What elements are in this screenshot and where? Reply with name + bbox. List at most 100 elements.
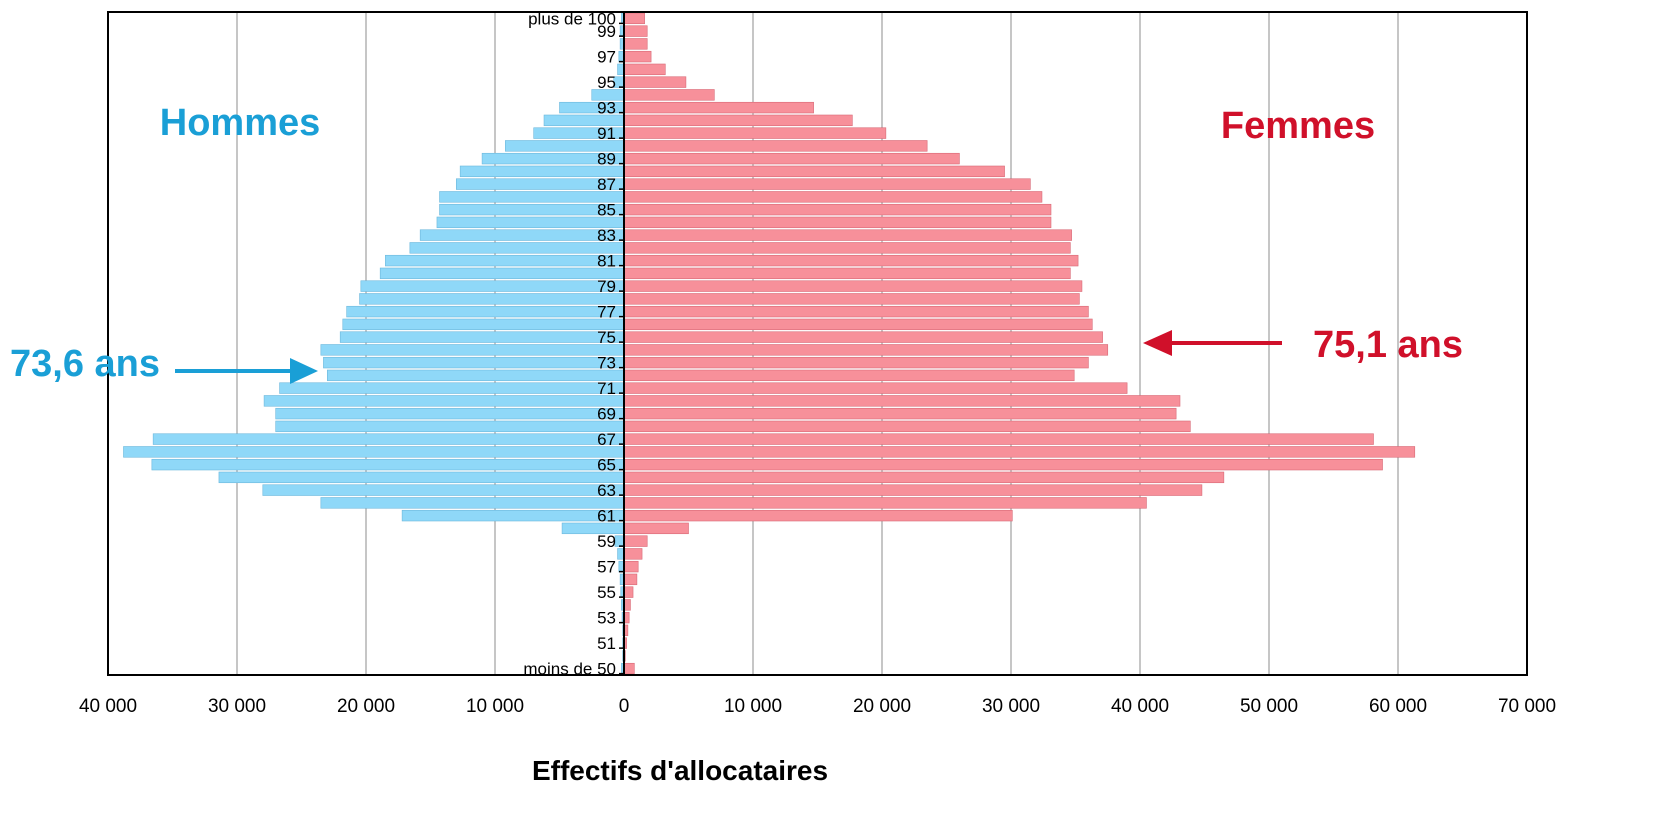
bar-femmes: [623, 38, 648, 50]
bar-hommes: [279, 382, 625, 394]
bar-hommes: [152, 433, 625, 445]
x-tick-labels: 40 000 30 000 20 000 10 000 0 10 000 20 000 30 …: [79, 696, 1556, 717]
bar-femmes: [623, 114, 853, 127]
age-label: 93: [597, 99, 616, 118]
bar-femmes: [623, 318, 1093, 331]
bar-hommes: [385, 254, 625, 267]
age-label: 67: [597, 430, 616, 449]
femmes-label: Femmes: [1221, 105, 1375, 147]
bar-femmes: [623, 407, 1177, 420]
bar-femmes: [623, 127, 887, 139]
age-label: 91: [597, 124, 616, 143]
bar-hommes: [218, 471, 625, 484]
bar-hommes: [379, 267, 625, 280]
bar-hommes: [339, 331, 625, 343]
femmes-arrow-icon: [1143, 330, 1282, 356]
age-label: 89: [597, 150, 616, 169]
bar-femmes: [623, 344, 1109, 356]
bar-femmes: [623, 293, 1080, 305]
bar-hommes: [263, 395, 625, 407]
femmes-mean-age-label: 75,1 ans: [1313, 324, 1463, 366]
x-tick-label: 20 000: [337, 696, 395, 717]
bar-femmes: [623, 140, 928, 152]
x-tick-label: 30 000: [208, 696, 266, 717]
bar-femmes: [623, 471, 1225, 484]
age-label: 97: [597, 48, 616, 67]
x-tick-label: 30 000: [982, 696, 1040, 717]
age-label: 63: [597, 481, 616, 500]
bar-hommes: [275, 407, 625, 420]
bar-hommes: [342, 318, 625, 331]
x-tick-label: 60 000: [1369, 696, 1427, 717]
hommes-mean-age-label: 73,6 ans: [10, 343, 160, 385]
age-label: moins de 50: [523, 660, 616, 679]
bar-hommes: [326, 369, 625, 382]
bar-femmes: [623, 433, 1374, 445]
arrow-head: [290, 358, 318, 384]
age-label: 79: [597, 277, 616, 296]
bar-hommes: [320, 344, 625, 356]
x-tick-label: 20 000: [853, 696, 911, 717]
age-label: plus de 100: [528, 9, 616, 28]
x-tick-label: 0: [619, 696, 630, 717]
bar-femmes: [623, 191, 1043, 203]
bar-femmes: [623, 662, 635, 675]
bar-femmes: [623, 369, 1075, 382]
bar-femmes: [623, 522, 689, 535]
bar-femmes: [623, 12, 645, 25]
bar-femmes: [623, 178, 1031, 190]
age-label: 53: [597, 609, 616, 628]
age-label: 55: [597, 583, 616, 602]
x-tick-label: 50 000: [1240, 696, 1298, 717]
bar-femmes: [623, 331, 1103, 343]
bar-hommes: [436, 216, 625, 229]
bar-femmes: [623, 101, 814, 114]
bar-femmes: [623, 203, 1052, 216]
bar-hommes: [359, 293, 625, 305]
bar-femmes: [623, 280, 1083, 292]
bar-femmes: [623, 89, 715, 101]
x-tick-label: 10 000: [724, 696, 782, 717]
bar-femmes: [623, 50, 652, 63]
bar-femmes: [623, 586, 634, 598]
age-label: 61: [597, 507, 616, 526]
age-label: 75: [597, 328, 616, 347]
age-label: 85: [597, 201, 616, 220]
age-label: 77: [597, 303, 616, 322]
bar-femmes: [623, 305, 1089, 318]
bar-femmes: [623, 497, 1147, 509]
bar-hommes: [401, 509, 625, 522]
age-label: 71: [597, 379, 616, 398]
bar-hommes: [262, 484, 625, 496]
age-label: 81: [597, 252, 616, 271]
age-label: 51: [597, 634, 616, 653]
bar-hommes: [614, 535, 625, 547]
bar-hommes: [346, 305, 625, 318]
bar-femmes: [623, 484, 1203, 496]
bar-femmes: [623, 548, 643, 560]
x-tick-label: 70 000: [1498, 696, 1556, 717]
bar-femmes: [623, 165, 1005, 178]
bar-femmes: [623, 229, 1072, 241]
age-label: 65: [597, 456, 616, 475]
bar-hommes: [419, 229, 625, 241]
bar-femmes: [623, 76, 687, 88]
age-label: 87: [597, 175, 616, 194]
bar-femmes: [623, 509, 1013, 522]
bar-femmes: [623, 216, 1052, 229]
hommes-bars: [123, 12, 625, 675]
age-label: 95: [597, 73, 616, 92]
bar-femmes: [623, 535, 648, 547]
bar-femmes: [623, 254, 1079, 267]
age-label: 57: [597, 558, 616, 577]
bar-femmes: [623, 446, 1416, 458]
age-label: 99: [597, 22, 616, 41]
bar-hommes: [151, 458, 625, 471]
bar-femmes: [623, 420, 1191, 433]
age-labels: moins de 50 51 53 55 57 59 61 63 65 67 69 71 73 75 77 7…: [523, 9, 624, 679]
bar-femmes: [623, 267, 1071, 280]
arrow-head: [1143, 330, 1172, 356]
bar-femmes: [623, 395, 1181, 407]
age-label: 73: [597, 354, 616, 373]
